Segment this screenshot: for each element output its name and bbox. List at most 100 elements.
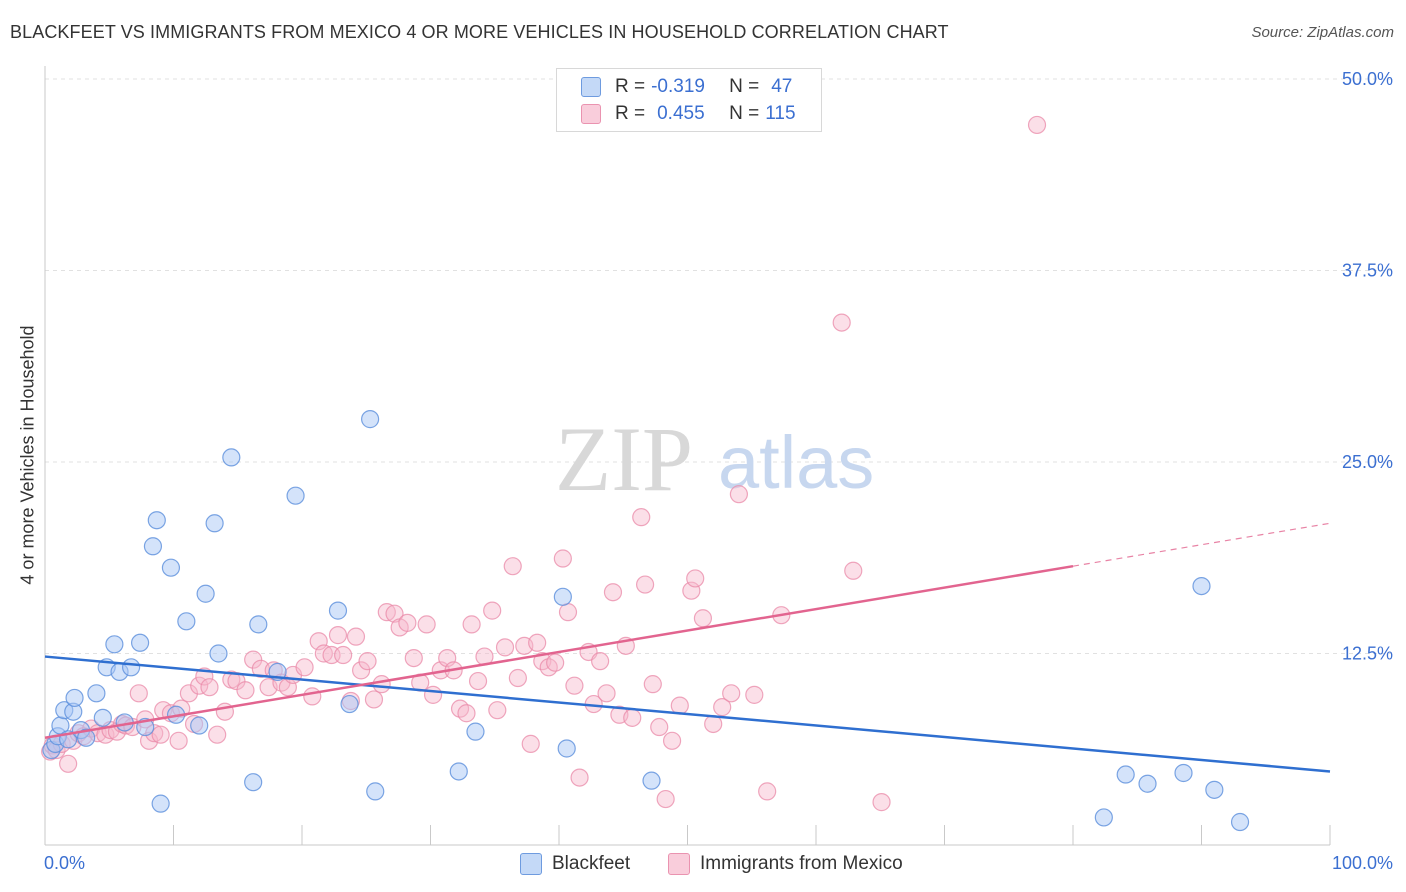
mexico-point [656,789,675,809]
legend-row-blackfeet: R = -0.319 N = 47 [581,73,792,101]
blackfeet-point [340,694,359,714]
mexico-point [417,615,436,634]
legend-n-label: N = [729,76,760,97]
blackfeet-point [147,511,166,530]
blackfeet-point [205,514,224,533]
mexico-trend-line [44,564,1074,739]
blackfeet-point [222,448,241,467]
legend-row-mexico: R = 0.455 N = 115 [581,100,796,128]
trend-layer [44,522,1331,773]
watermark-atlas: atlas [718,421,874,504]
blackfeet-point [209,644,228,663]
mexico-point [722,684,741,703]
blackfeet-point [143,537,163,556]
mexico-point [570,768,589,787]
mexico-point [352,661,371,680]
mexico-point [558,603,578,622]
x-tick-label-min: 0.0% [44,853,85,873]
mexico-point [236,681,255,700]
mexico-swatch [668,853,690,875]
blackfeet-point [1116,765,1135,784]
mexico-point [328,626,348,645]
legend-n-value: 47 [771,76,793,97]
grid-layer [45,78,1392,654]
mexico-point [151,725,170,744]
mexico-point [650,717,669,737]
y-axis-label: 4 or more Vehicles in Household [17,325,38,585]
blackfeet-point [130,633,150,652]
mexico-point [503,557,522,576]
blackfeet-point [557,739,576,758]
blackfeet-point [105,635,124,654]
blackfeet-point [244,773,263,792]
correlation-legend: R = -0.319 N = 47 R = 0.455 N = 115 [556,68,822,132]
blackfeet-point [1094,808,1113,827]
mexico-point [662,731,682,750]
blackfeet-point [121,658,141,677]
blackfeet-point [196,584,215,603]
mexico-point [200,678,219,697]
blackfeet-swatch [520,853,542,875]
mexico-point [528,633,547,652]
chart-title: BLACKFEET VS IMMIGRANTS FROM MEXICO 4 OR… [10,22,949,42]
legend-n-value: 115 [765,103,796,124]
x-tick-label-max: 100.0% [1332,853,1393,873]
mexico-point [693,609,713,628]
mexico-point [832,313,851,332]
mexico-point [334,645,353,665]
blackfeet-point [1192,576,1211,596]
legend-n-label: N = [729,103,760,124]
mexico-point [508,668,527,688]
blackfeet-point [77,728,96,747]
mexico-point [314,644,333,663]
mexico-point [450,699,470,718]
blackfeet-point [1205,780,1224,799]
legend-r-label: R = [615,103,646,124]
blackfeet-point [65,688,84,708]
mexico-point [713,698,732,717]
legend-r-value: -0.319 [651,76,705,97]
mexico-point [495,638,515,657]
watermark-zip: ZIP [555,408,693,510]
mexico-point [546,653,565,672]
legend-swatch-mexico [581,104,601,124]
blackfeet-point [553,587,572,606]
mexico-trend-extension [1072,522,1331,567]
mexico-point [169,731,188,750]
blackfeet-point [93,708,112,727]
mexico-point [488,701,507,720]
mexico-point [643,675,662,694]
mexico-point [1027,115,1047,135]
bottom-legend-blackfeet[interactable]: Blackfeet [520,850,630,878]
mexico-point [539,658,558,677]
mexico-point [468,671,488,691]
mexico-point [521,734,540,753]
bottom-legend-mexico[interactable]: Immigrants from Mexico [668,850,903,878]
y-tick-label: 37.5% [1342,261,1393,281]
mexico-point [745,685,764,704]
blackfeet-trend-line [44,655,1331,773]
axis-layer [44,66,1331,846]
mexico-point [844,561,863,580]
blackfeet-point [87,684,106,703]
mexico-point [729,485,749,504]
mexico-point [208,725,227,744]
mexico-point [758,782,777,801]
mexico-point [244,650,263,669]
mexico-point [635,575,655,594]
y-tick-label: 50.0% [1342,69,1393,89]
mexico-point [553,549,572,568]
blackfeet-point [161,558,181,577]
mexico-point [872,793,891,812]
mexico-point [423,685,443,704]
blackfeet-point [190,716,209,735]
blackfeet-point [361,410,380,429]
mexico-point [303,687,322,706]
blackfeet-point [449,762,468,781]
blackfeet-point [466,722,485,741]
mexico-point [404,648,423,668]
mexico-point [295,658,314,677]
blackfeet-points [42,410,1250,832]
mexico-point [632,508,651,527]
